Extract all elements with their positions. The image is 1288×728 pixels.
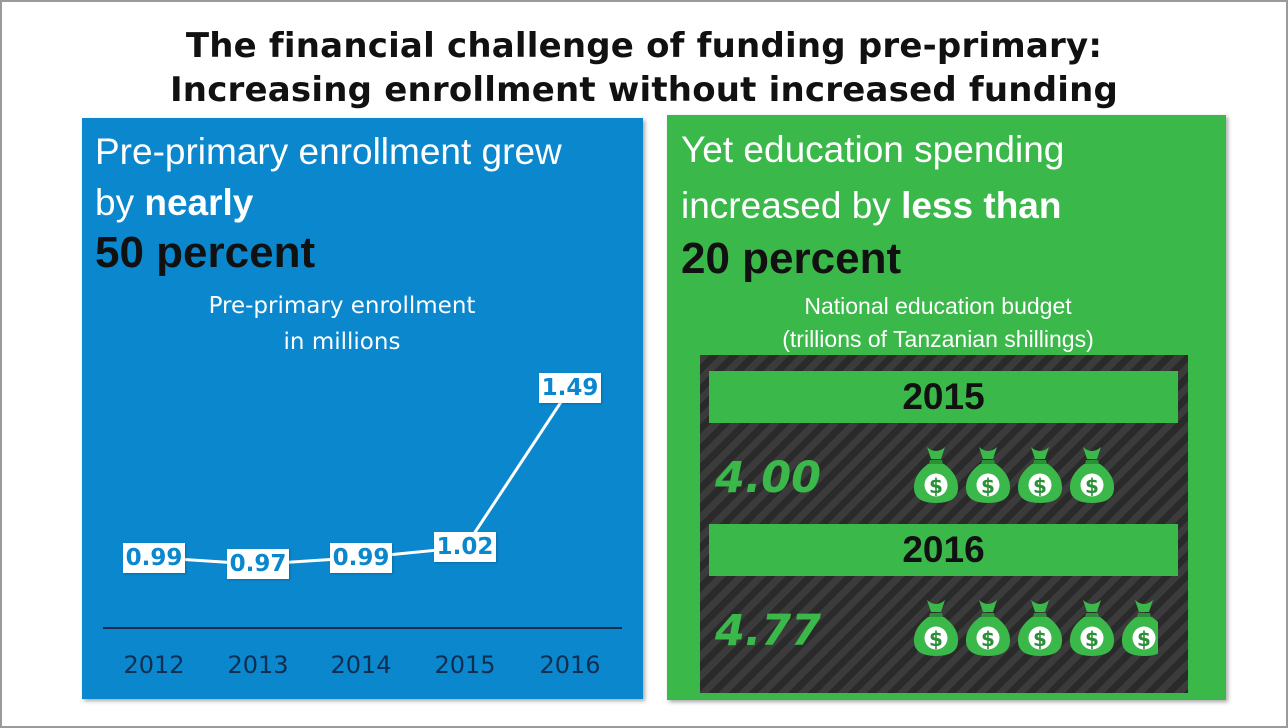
budget-subtitle: National education budget (trillions of … <box>702 290 1174 356</box>
money-bag-icon: $ <box>910 596 962 658</box>
budget-heading: Yet education spending increased by less… <box>681 122 1064 234</box>
budget-year-2016: 2016 <box>709 524 1178 576</box>
heading-bold-text: nearly <box>144 182 254 223</box>
x-tick-2016: 2016 <box>539 651 601 679</box>
budget-bags-2016: $ $ $ $ $ <box>910 596 1158 658</box>
svg-text:$: $ <box>1085 627 1099 651</box>
x-tick-2012: 2012 <box>123 651 185 679</box>
svg-text:$: $ <box>1085 474 1099 498</box>
x-tick-2014: 2014 <box>330 651 392 679</box>
x-tick-2013: 2013 <box>227 651 289 679</box>
enrollment-subtitle: Pre-primary enrollment in millions <box>142 288 542 360</box>
enrollment-heading-line2: by nearly <box>95 177 562 228</box>
budget-year-2015: 2015 <box>709 371 1178 423</box>
budget-big-text: 20 percent <box>681 234 902 283</box>
budget-amount-2016: 4.77 <box>715 606 822 656</box>
heading-by-text: by <box>95 182 145 223</box>
svg-text:$: $ <box>929 627 943 651</box>
slide-title: The financial challenge of funding pre-p… <box>2 24 1286 112</box>
money-bag-icon: $ <box>910 443 962 505</box>
data-label-2013: 0.97 <box>227 549 289 580</box>
enrollment-heading: Pre-primary enrollment grew by nearly <box>95 126 562 228</box>
heading-pre-text: increased by <box>681 185 902 226</box>
svg-text:$: $ <box>1137 627 1151 651</box>
heading-bold-text-2: less than <box>901 185 1062 226</box>
money-bag-icon: $ <box>1066 443 1118 505</box>
data-label-2012: 0.99 <box>123 542 185 573</box>
title-line-2: Increasing enrollment without increased … <box>169 70 1119 110</box>
budget-subtitle-line2: (trillions of Tanzanian shillings) <box>782 326 1094 352</box>
svg-text:$: $ <box>1033 627 1047 651</box>
enrollment-subtitle-line2: in millions <box>283 329 401 355</box>
svg-text:$: $ <box>981 627 995 651</box>
budget-heading-line1: Yet education spending <box>681 129 1065 170</box>
money-bag-icon: $ <box>962 596 1014 658</box>
data-label-2016: 1.49 <box>539 373 601 404</box>
enrollment-heading-line1: Pre-primary enrollment grew <box>95 131 562 172</box>
enrollment-series-line <box>153 387 572 566</box>
svg-text:$: $ <box>1033 474 1047 498</box>
enrollment-big-text: 50 percent <box>95 228 316 277</box>
budget-subtitle-line1: National education budget <box>804 293 1072 319</box>
enrollment-subtitle-line1: Pre-primary enrollment <box>208 293 476 319</box>
money-bag-icon: $ <box>1014 443 1066 505</box>
svg-text:$: $ <box>929 474 943 498</box>
budget-amount-2015: 4.00 <box>715 453 822 503</box>
money-bag-icon: $ <box>1118 596 1158 658</box>
money-bag-icon: $ <box>1014 596 1066 658</box>
data-label-2014: 0.99 <box>330 542 392 573</box>
budget-heading-line2: increased by less than <box>681 178 1064 234</box>
money-bag-icon: $ <box>962 443 1014 505</box>
svg-text:$: $ <box>981 474 995 498</box>
enrollment-line-chart <box>103 387 622 629</box>
x-tick-2015: 2015 <box>434 651 496 679</box>
money-bag-icon: $ <box>1066 596 1118 658</box>
title-line-1: The financial challenge of funding pre-p… <box>185 26 1103 66</box>
data-label-2015: 1.02 <box>434 532 496 563</box>
budget-bags-2015: $ $ $ $ <box>910 443 1118 505</box>
enrollment-panel <box>82 118 643 699</box>
